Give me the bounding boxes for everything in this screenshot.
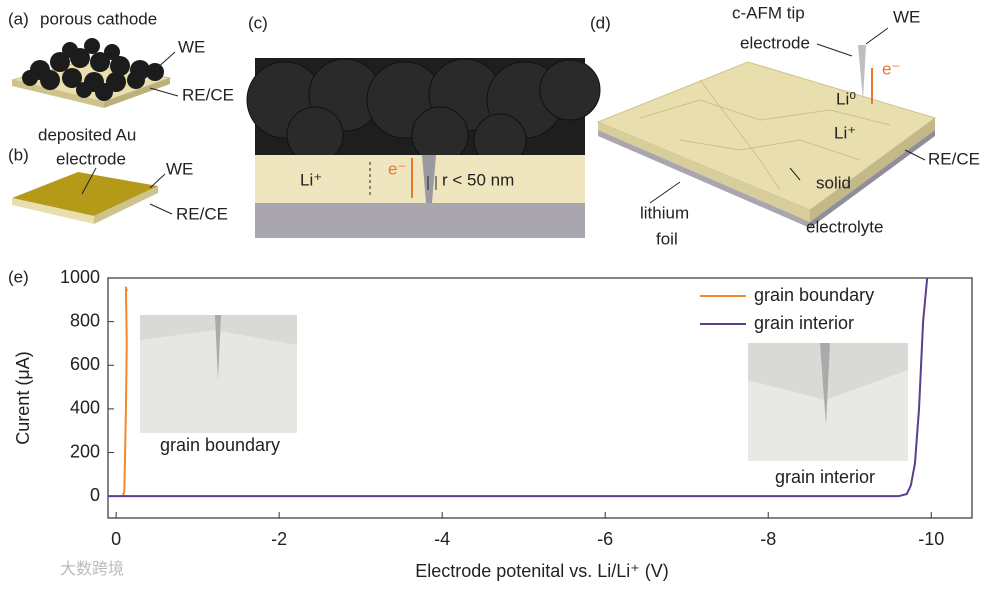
panel-d-drawing: [596, 27, 937, 228]
data-line: [108, 277, 929, 498]
annotation: e⁻: [388, 159, 406, 178]
annotation: Li⁺: [300, 170, 322, 189]
y-axis-label: Curent (μA): [13, 351, 33, 444]
x-tick-label: -10: [918, 529, 944, 549]
annotation: WE: [893, 7, 920, 26]
annotation: WE: [166, 159, 193, 178]
y-tick-label: 0: [90, 485, 100, 505]
annotation: RE/CE: [182, 85, 234, 104]
annotation: lithium: [640, 203, 689, 222]
x-tick-label: -2: [271, 529, 287, 549]
x-tick-label: -8: [760, 529, 776, 549]
annotation: e⁻: [882, 59, 900, 78]
panel-a-drawing: [11, 38, 179, 108]
panel-label: (a): [8, 9, 29, 28]
panel-label: (e): [8, 267, 29, 286]
panel-b-drawing: [12, 167, 173, 224]
panel-label: (d): [590, 13, 611, 32]
plot-frame: [107, 277, 973, 519]
inset-caption: grain interior: [775, 467, 875, 487]
data-line: [121, 286, 128, 497]
panel-label: (c): [248, 13, 268, 32]
x-tick-label: -6: [597, 529, 613, 549]
annotation: solid: [816, 173, 851, 192]
x-axis-label: Electrode potenital vs. Li/Li⁺ (V): [415, 561, 669, 581]
annotation: porous cathode: [40, 9, 157, 28]
annotation: electrode: [56, 149, 126, 168]
annotation: WE: [178, 37, 205, 56]
watermark: 大数跨境: [60, 559, 124, 578]
annotation: RE/CE: [176, 204, 228, 223]
annotation: deposited Au: [38, 125, 136, 144]
annotation: c-AFM tip: [732, 3, 805, 22]
y-tick-label: 800: [70, 310, 100, 330]
annotation: electrolyte: [806, 217, 883, 236]
annotation: r < 50 nm: [442, 170, 514, 189]
annotation: Li⁰: [836, 89, 856, 108]
panel-label: (b): [8, 145, 29, 164]
x-tick-label: -4: [434, 529, 450, 549]
annotation: foil: [656, 229, 678, 248]
annotation: Li⁺: [834, 123, 856, 142]
y-tick-label: 400: [70, 398, 100, 418]
y-tick-label: 200: [70, 441, 100, 461]
y-tick-label: 600: [70, 354, 100, 374]
panel-c-drawing: [246, 58, 601, 238]
annotation: RE/CE: [928, 149, 980, 168]
annotation: electrode: [740, 33, 810, 52]
y-tick-label: 1000: [60, 267, 100, 287]
legend-label: grain boundary: [754, 285, 874, 305]
inset-caption: grain boundary: [160, 435, 280, 455]
legend-label: grain interior: [754, 313, 854, 333]
x-tick-label: 0: [111, 529, 121, 549]
